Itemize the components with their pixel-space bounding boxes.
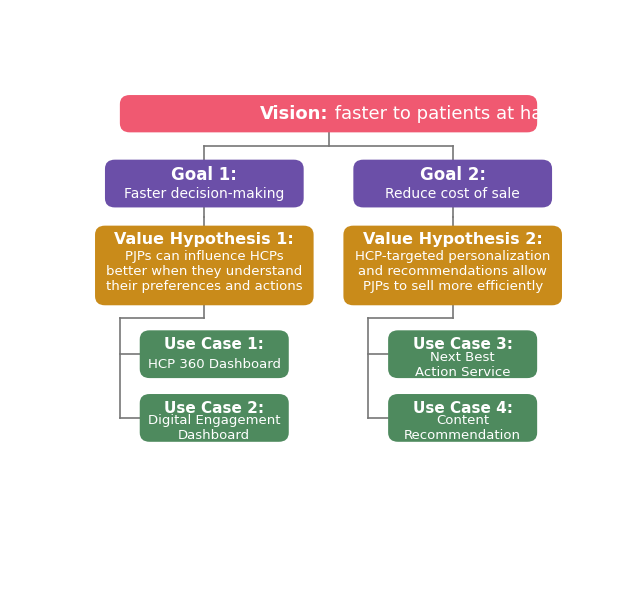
FancyBboxPatch shape [344,226,562,306]
FancyBboxPatch shape [353,160,552,207]
Text: Use Case 4:: Use Case 4: [413,401,513,416]
Text: Use Case 3:: Use Case 3: [413,337,513,352]
FancyBboxPatch shape [388,394,537,442]
FancyBboxPatch shape [120,95,537,132]
FancyBboxPatch shape [140,394,288,442]
Text: Reduce cost of sale: Reduce cost of sale [385,187,520,201]
FancyBboxPatch shape [140,330,288,378]
Text: Goal 1:: Goal 1: [171,167,237,184]
Text: Content
Recommendation: Content Recommendation [404,414,521,443]
Text: Use Case 1:: Use Case 1: [164,337,264,352]
Text: Next Best
Action Service: Next Best Action Service [415,350,510,379]
FancyBboxPatch shape [95,226,313,306]
Text: Value Hypothesis 1:: Value Hypothesis 1: [115,232,294,248]
Text: Value Hypothesis 2:: Value Hypothesis 2: [363,232,542,248]
Text: HCP 360 Dashboard: HCP 360 Dashboard [148,358,281,371]
Text: HCP-targeted personalization
and recommendations allow
PJPs to sell more efficie: HCP-targeted personalization and recomme… [355,249,551,293]
Text: Digital Engagement
Dashboard: Digital Engagement Dashboard [148,414,281,443]
Text: faster to patients at half the cost: faster to patients at half the cost [328,105,631,123]
Text: Use Case 2:: Use Case 2: [164,401,264,416]
Text: PJPs can influence HCPs
better when they understand
their preferences and action: PJPs can influence HCPs better when they… [106,249,303,293]
Text: Faster decision-making: Faster decision-making [124,187,285,201]
Text: Goal 2:: Goal 2: [420,167,486,184]
FancyBboxPatch shape [105,160,304,207]
FancyBboxPatch shape [388,330,537,378]
Text: Vision:: Vision: [260,105,328,123]
